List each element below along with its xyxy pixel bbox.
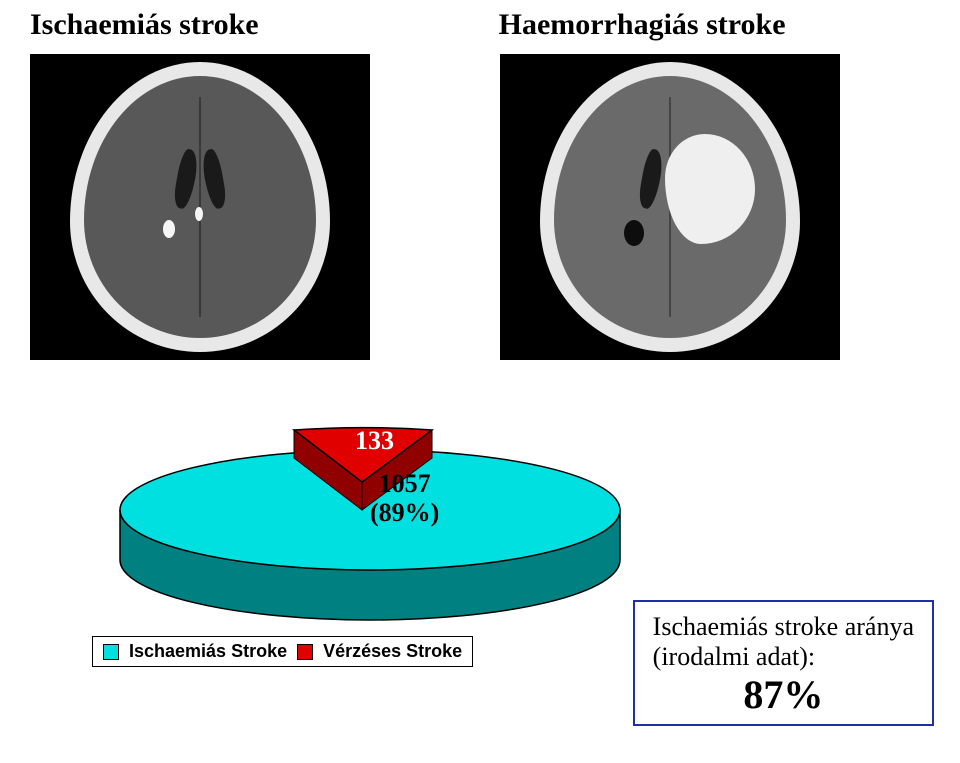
callout-line2: (irodalmi adat): — [653, 642, 815, 671]
pie-big-value: 1057 — [379, 469, 431, 498]
stroke-pie-chart: 133 1057 (89%) — [100, 400, 620, 660]
literature-callout: Ischaemiás stroke aránya (irodalmi adat)… — [633, 600, 934, 726]
heading-ischaemic: Ischaemiás stroke — [30, 8, 259, 42]
pie-label-small-slice: 133 — [355, 426, 394, 456]
ct-scans-row — [0, 42, 960, 360]
callout-pct: 87% — [653, 672, 914, 718]
legend-text-ischaemic: Ischaemiás Stroke — [129, 641, 287, 662]
heading-haemorrhagic: Haemorrhagiás stroke — [499, 8, 786, 42]
pie-legend: Ischaemiás Stroke Vérzéses Stroke — [92, 636, 473, 667]
header-row: Ischaemiás stroke Haemorrhagiás stroke — [0, 0, 960, 42]
ct-scan-haemorrhagic — [500, 54, 840, 360]
pie-big-pct: (89%) — [370, 498, 439, 527]
ct-scan-ischaemic — [30, 54, 370, 360]
pie-label-big-slice: 1057 (89%) — [370, 470, 439, 527]
legend-swatch-haemorrhagic — [297, 644, 313, 660]
legend-swatch-ischaemic — [103, 644, 119, 660]
legend-text-haemorrhagic: Vérzéses Stroke — [323, 641, 462, 662]
callout-line1: Ischaemiás stroke aránya — [653, 612, 914, 641]
hemorrhage-region — [665, 134, 755, 244]
